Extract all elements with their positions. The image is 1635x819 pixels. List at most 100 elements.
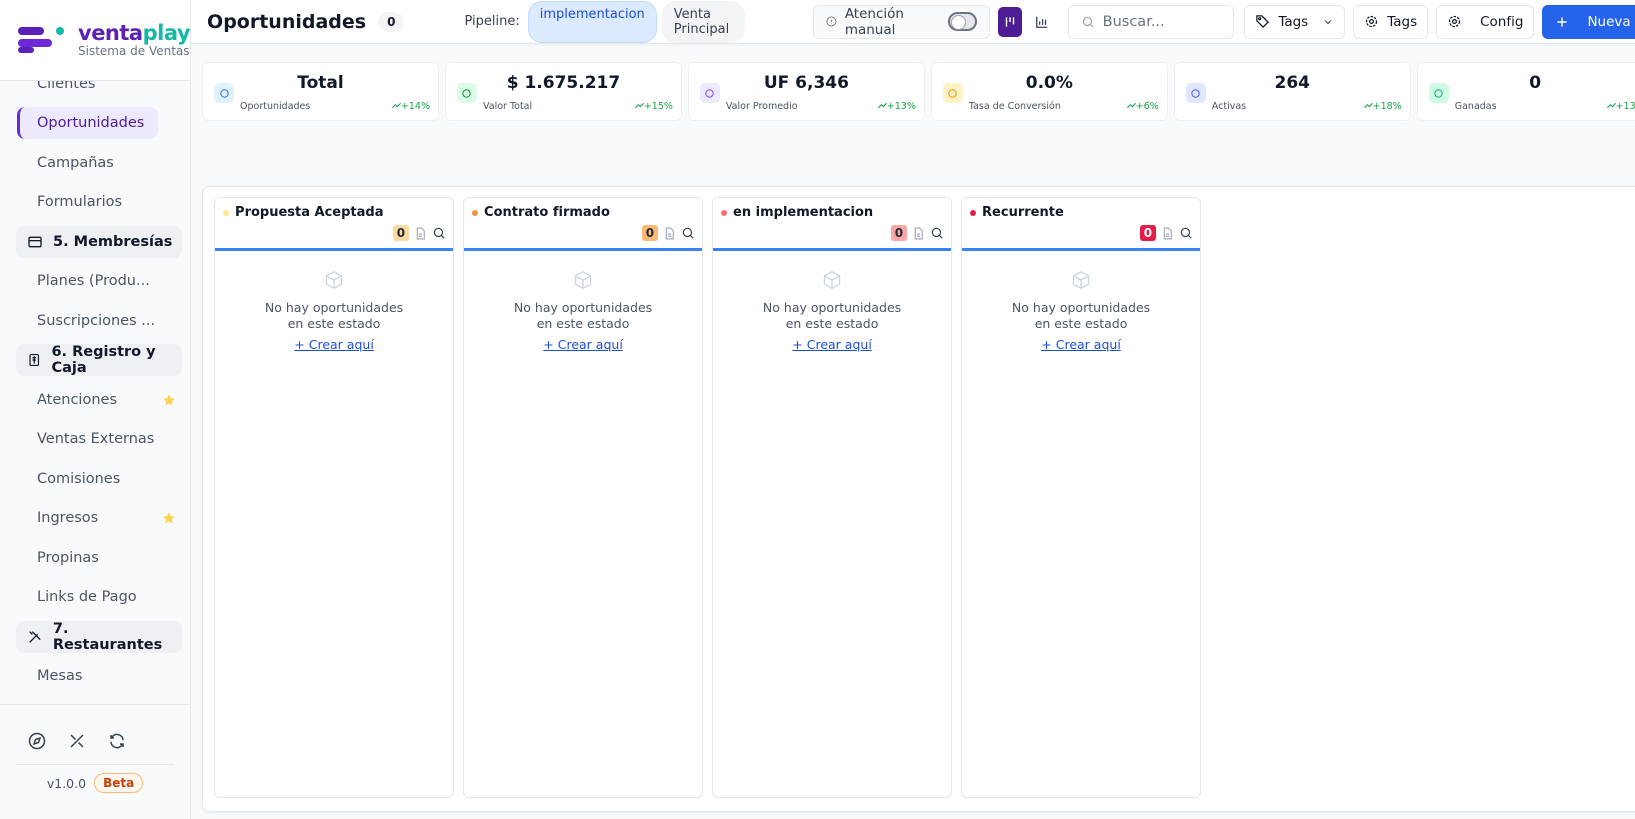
version: v1.0.0: [46, 775, 87, 791]
stat-value: 0: [1529, 73, 1542, 93]
section-icon: [28, 236, 42, 247]
nav-item[interactable]: Campañas: [17, 147, 182, 179]
chart-view[interactable]: [1030, 7, 1054, 37]
nav-section[interactable]: 5. Membresías: [16, 225, 183, 258]
tools-icon[interactable]: [68, 732, 86, 750]
nav-item[interactable]: Comisiones: [17, 463, 182, 495]
nav-item[interactable]: Ventas Externas: [17, 423, 182, 455]
pipelines: implementacion Venta Principal: [527, 0, 745, 43]
kanban-board: Propuesta Aceptada 0 No hay oportunidades e…: [202, 186, 1635, 812]
stat-glyph: [705, 88, 715, 98]
stat-glyph: [1191, 88, 1201, 98]
pipeline-pill[interactable]: implementacion: [527, 0, 657, 43]
new-button[interactable]: Nueva: [1542, 4, 1635, 39]
empty-line-1: No hay oportunidades: [1011, 300, 1151, 315]
nav-item[interactable]: Ingresos: [17, 502, 182, 534]
stat-card: Total Oportunidades +14%: [202, 62, 439, 121]
nav: Clientes Oportunidades Campañas Formularios…: [0, 81, 190, 704]
search-icon[interactable]: [681, 226, 695, 240]
chart-icon: [1035, 16, 1047, 28]
stat-change: +6%: [1126, 101, 1159, 112]
stat-value: UF 6,346: [763, 73, 849, 93]
doc-icon[interactable]: [414, 227, 427, 240]
trend-icon: [634, 102, 644, 109]
search-box[interactable]: Buscar...: [1067, 4, 1235, 39]
kanban-column: Recurrente 0 No hay oportunidades en este e…: [961, 197, 1202, 798]
nav-item[interactable]: Propinas: [17, 542, 182, 574]
nav-item[interactable]: Suscripciones ...: [17, 305, 182, 337]
nav-item[interactable]: Oportunidades: [17, 107, 159, 139]
pipeline-pill[interactable]: Venta Principal: [661, 0, 745, 43]
tags-button[interactable]: Tags: [1353, 4, 1429, 39]
section-icon: [29, 630, 41, 643]
search-icon: [1082, 16, 1094, 28]
nav-label: Ventas Externas: [37, 431, 155, 447]
stat-glyph: [219, 88, 229, 98]
nav-item[interactable]: Clientes: [17, 81, 182, 100]
status-dot: [970, 210, 977, 216]
column-tools: 0: [1139, 225, 1193, 241]
stat-change: +14%: [391, 101, 430, 112]
doc-icon[interactable]: [663, 227, 676, 240]
nav-item[interactable]: Links de Pago: [17, 581, 182, 613]
nav-item[interactable]: Comandas Co...: [17, 700, 182, 705]
compass-icon[interactable]: [28, 732, 46, 750]
column-header: Recurrente 0: [962, 198, 1201, 251]
brand-b: play: [142, 21, 191, 45]
manual-toggle[interactable]: Atención manual: [812, 4, 990, 39]
count-badge: 0: [392, 225, 410, 241]
empty-state: No hay oportunidades en este estado + Crea…: [215, 251, 453, 353]
stat-glyph: [948, 88, 958, 98]
stat-icon: [456, 83, 477, 103]
tags-label: Tags: [1387, 13, 1418, 30]
nav-item[interactable]: Formularios: [17, 186, 182, 218]
config-button[interactable]: Config: [1436, 4, 1535, 39]
nav-section[interactable]: 7. Restaurantes: [16, 620, 183, 653]
stat-change: +13%: [1606, 101, 1635, 112]
kanban-view[interactable]: [997, 6, 1022, 37]
nav-item[interactable]: Planes (Produ...: [17, 265, 182, 297]
create-link[interactable]: + Crear aquí: [543, 337, 623, 352]
nav-label: Planes (Produ...: [37, 273, 150, 289]
stat-card: 0 Ganadas +13%: [1416, 62, 1635, 121]
trend-icon: [1363, 102, 1373, 109]
search-placeholder: Buscar...: [1102, 13, 1165, 30]
stat-icon: [942, 83, 963, 103]
stat-card: UF 6,346 Valor Promedio +13%: [687, 62, 925, 121]
trend-icon: [1606, 102, 1616, 109]
column-name: Propuesta Aceptada: [235, 205, 384, 220]
box-icon: [325, 270, 343, 290]
search-icon[interactable]: [432, 226, 446, 240]
tags-filter[interactable]: Tags: [1244, 4, 1346, 39]
stat-label: Valor Total: [482, 101, 533, 112]
empty-line-2: en este estado: [1034, 316, 1128, 331]
star-icon: [163, 393, 175, 406]
stat-change: +15%: [634, 101, 673, 112]
stat-icon: [214, 83, 235, 103]
empty-state: No hay oportunidades en este estado + Crea…: [464, 251, 702, 353]
search-icon[interactable]: [930, 226, 944, 240]
stat-value: Total: [297, 73, 344, 93]
empty-line-2: en este estado: [536, 316, 630, 331]
toggle[interactable]: [947, 12, 977, 31]
doc-icon[interactable]: [1161, 227, 1174, 240]
search-icon[interactable]: [1179, 226, 1193, 240]
nav-item[interactable]: Mesas: [17, 660, 182, 692]
create-link[interactable]: + Crear aquí: [1041, 337, 1121, 352]
logo: ventaplay Sistema de Ventas: [0, 0, 191, 81]
stat-value: 0.0%: [1025, 73, 1073, 93]
tags-filter-label: Tags: [1278, 13, 1309, 30]
empty-line-1: No hay oportunidades: [513, 300, 653, 315]
page-title: Oportunidades: [207, 10, 367, 33]
brand-a: venta: [78, 21, 143, 45]
nav-section[interactable]: 6. Registro y Caja: [16, 344, 183, 376]
create-link[interactable]: + Crear aquí: [294, 337, 374, 352]
refresh-icon[interactable]: [108, 732, 126, 750]
nav-item[interactable]: Atenciones: [17, 384, 182, 416]
doc-icon[interactable]: [912, 227, 925, 240]
create-link[interactable]: + Crear aquí: [792, 337, 872, 352]
stat-icon: [1428, 83, 1449, 103]
status-dot: [721, 210, 728, 216]
